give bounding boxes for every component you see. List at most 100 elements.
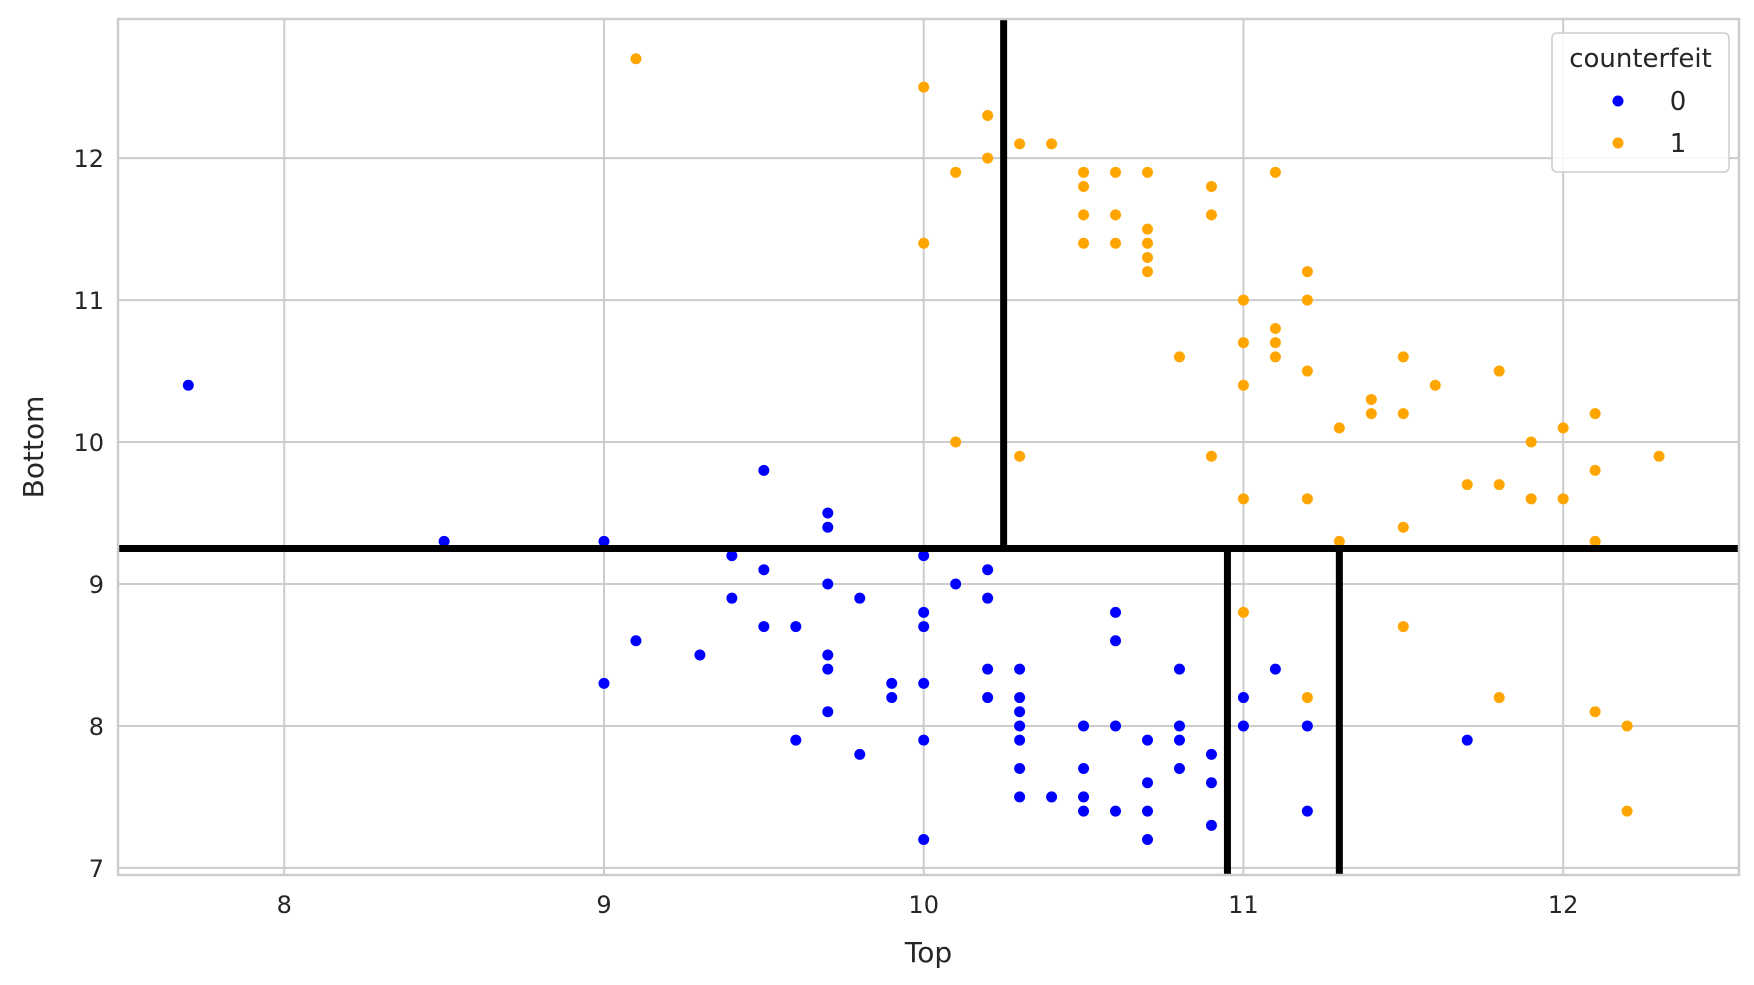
point-series-1 [1269,337,1281,349]
point-series-1 [1525,436,1537,448]
point-series-0 [886,692,898,704]
point-series-1 [1142,166,1154,178]
y-tick-label: 7 [89,855,104,883]
point-series-0 [918,550,930,562]
point-series-1 [1046,138,1058,150]
point-series-0 [1205,748,1217,760]
point-series-1 [1269,166,1281,178]
point-series-0 [1078,763,1090,775]
point-series-1 [1621,805,1633,817]
point-series-1 [1589,464,1601,476]
x-tick-label: 12 [1548,891,1579,919]
point-series-0 [1173,763,1185,775]
point-series-1 [1142,251,1154,263]
point-series-0 [982,663,994,675]
point-series-0 [1205,777,1217,789]
point-series-0 [598,535,610,547]
point-series-1 [1142,223,1154,235]
point-series-1 [1237,379,1249,391]
point-series-1 [1333,422,1345,434]
point-series-1 [1269,351,1281,363]
point-series-1 [1589,706,1601,718]
point-series-0 [1014,791,1026,803]
point-series-0 [1014,734,1026,746]
point-series-0 [1110,635,1122,647]
point-series-0 [982,564,994,576]
legend-label-series-0: 0 [1670,87,1687,117]
point-series-1 [1557,493,1569,505]
point-series-1 [1142,266,1154,278]
point-series-0 [822,663,834,675]
y-tick-label: 10 [73,429,104,457]
gridlines [118,19,1739,875]
point-series-1 [1205,181,1217,193]
legend-box [1551,32,1730,173]
point-series-0 [1173,663,1185,675]
point-series-0 [1142,777,1154,789]
point-series-1 [1014,450,1026,462]
point-series-1 [918,237,930,249]
point-series-0 [1046,791,1058,803]
point-series-1 [1014,138,1026,150]
point-series-1 [1237,493,1249,505]
point-series-1 [1493,365,1505,377]
point-series-1 [982,110,994,122]
point-series-1 [1589,535,1601,547]
point-series-1 [918,81,930,93]
point-series-1 [1493,692,1505,704]
point-series-0 [822,649,834,661]
point-series-1 [630,53,642,65]
point-series-0 [790,621,802,633]
x-tick-label: 11 [1228,891,1259,919]
point-series-1 [1237,294,1249,306]
legend: counterfeit 0 1 [1551,32,1730,173]
x-tick-label: 10 [908,891,939,919]
point-series-0 [822,521,834,533]
point-series-1 [1333,535,1345,547]
point-series-1 [1205,450,1217,462]
point-series-0 [758,621,770,633]
point-series-0 [918,606,930,618]
point-series-1 [1397,521,1409,533]
point-series-1 [1557,422,1569,434]
point-series-0 [1014,706,1026,718]
point-series-0 [1237,720,1249,732]
point-series-0 [918,734,930,746]
point-series-0 [694,649,706,661]
point-series-1 [1653,450,1665,462]
point-series-0 [886,677,898,689]
point-series-1 [1269,322,1281,334]
point-series-1 [1110,166,1122,178]
point-series-1 [1301,365,1313,377]
point-series-0 [854,592,866,604]
point-series-0 [1301,805,1313,817]
point-series-1 [1078,166,1090,178]
y-tick-label: 12 [73,145,104,173]
point-series-1 [1397,351,1409,363]
point-series-1 [1461,479,1473,491]
point-series-0 [790,734,802,746]
point-series-1 [1173,351,1185,363]
point-series-0 [822,706,834,718]
point-series-0 [726,592,738,604]
point-series-1 [1301,294,1313,306]
point-series-1 [982,152,994,164]
point-series-0 [1014,720,1026,732]
point-series-0 [950,578,962,590]
point-series-1 [1429,379,1441,391]
point-series-1 [1365,393,1377,405]
point-series-1 [1142,237,1154,249]
y-tick-label: 9 [89,571,104,599]
legend-title: counterfeit [1569,44,1712,74]
point-series-0 [1110,606,1122,618]
point-series-0 [1014,663,1026,675]
point-series-0 [822,507,834,519]
y-tick-label: 11 [73,287,104,315]
point-series-1 [1301,692,1313,704]
point-series-0 [1461,734,1473,746]
point-series-1 [950,166,962,178]
point-series-1 [1397,408,1409,420]
point-series-1 [1621,720,1633,732]
point-series-0 [982,592,994,604]
